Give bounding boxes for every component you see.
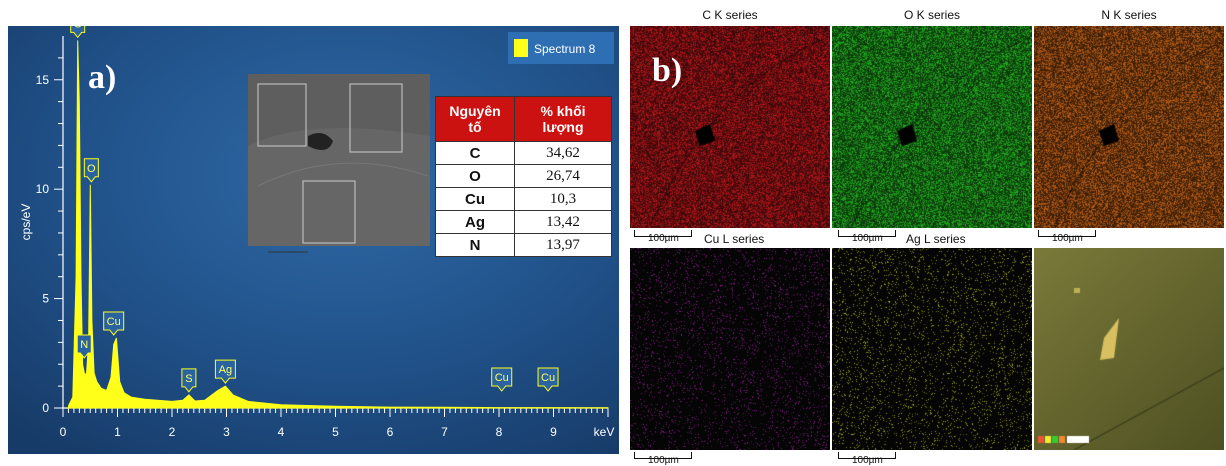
peak-label-cu: Cu xyxy=(491,367,513,392)
peak-label-n: N xyxy=(76,334,92,359)
x-tick-label: 7 xyxy=(441,425,448,439)
row-element: C xyxy=(435,141,515,165)
map-canvas xyxy=(1034,26,1224,228)
x-tick-label: 6 xyxy=(387,425,394,439)
x-tick-label: 0 xyxy=(60,425,67,439)
x-tick-label: 4 xyxy=(278,425,285,439)
map-ag xyxy=(832,248,1032,450)
map-c xyxy=(630,26,830,228)
map-o xyxy=(832,26,1032,228)
map-title-ag: Ag L series xyxy=(906,232,966,246)
map-canvas xyxy=(832,248,1032,450)
x-tick-label: 2 xyxy=(169,425,176,439)
y-tick-label: 0 xyxy=(42,401,49,415)
header-mass-percent: % khối lượng xyxy=(514,96,612,142)
row-element: O xyxy=(435,164,515,188)
svg-text:C: C xyxy=(74,26,82,30)
panel-a-label: a) xyxy=(88,59,116,96)
legend-swatch xyxy=(514,39,528,57)
peak-label-s: S xyxy=(181,368,197,393)
y-tick-label: 5 xyxy=(42,292,49,306)
row-value: 34,62 xyxy=(514,141,612,165)
map-canvas xyxy=(630,248,830,450)
table-row: O 26,74 xyxy=(435,164,612,188)
map-title-cu: Cu L series xyxy=(704,232,765,246)
table-row: N 13,97 xyxy=(435,233,612,257)
svg-text:O: O xyxy=(87,163,96,175)
peak-label-cu: Cu xyxy=(537,367,559,392)
x-axis-label: keV xyxy=(594,425,615,439)
map-layered-electron xyxy=(1034,248,1224,450)
peak-label-o: O xyxy=(83,158,99,183)
svg-text:Cu: Cu xyxy=(541,372,555,384)
map-title-o: O K series xyxy=(903,8,960,22)
y-axis-label: cps/eV xyxy=(19,204,33,241)
sem-inset-image xyxy=(248,74,430,253)
row-element: Cu xyxy=(435,187,515,211)
peak-label-ag: Ag xyxy=(214,359,236,384)
legend-entry: Spectrum 8 xyxy=(534,42,596,56)
map-canvas xyxy=(630,26,830,228)
y-tick-label: 10 xyxy=(36,182,50,196)
table-row: Cu 10,3 xyxy=(435,187,612,211)
map-title-n: N K series xyxy=(1101,8,1157,22)
map-canvas xyxy=(832,26,1032,228)
legend: Spectrum 8 xyxy=(508,32,614,64)
header-element: Nguyên tố xyxy=(435,96,515,142)
row-value: 26,74 xyxy=(514,164,612,188)
x-tick-label: 3 xyxy=(223,425,230,439)
panel-b-label: b) xyxy=(652,52,683,89)
panel-b: C K series O K series N K series 100µm C… xyxy=(624,0,1226,466)
map-canvas xyxy=(1034,248,1224,450)
svg-text:Ag: Ag xyxy=(219,364,232,376)
y-tick-label: 15 xyxy=(36,73,50,87)
table-row: C 34,62 xyxy=(435,141,612,165)
svg-text:N: N xyxy=(80,339,88,351)
x-tick-label: 1 xyxy=(114,425,121,439)
row-value: 10,3 xyxy=(514,187,612,211)
map-n xyxy=(1034,26,1224,228)
peak-label-cu: Cu xyxy=(103,311,125,336)
row-value: 13,42 xyxy=(514,210,612,234)
row-element: Ag xyxy=(435,210,515,234)
x-tick-label: 9 xyxy=(550,425,557,439)
svg-text:Cu: Cu xyxy=(107,316,121,328)
row-value: 13,97 xyxy=(514,233,612,257)
x-tick-label: 8 xyxy=(496,425,503,439)
x-tick-label: 5 xyxy=(332,425,339,439)
composition-table: Nguyên tố % khối lượng C 34,62 O 26,74 Cu 1… xyxy=(435,96,612,257)
map-cu xyxy=(630,248,830,450)
table-header-row: Nguyên tố % khối lượng xyxy=(435,96,612,142)
svg-text:S: S xyxy=(185,373,192,385)
map-title-c: C K series xyxy=(702,8,758,22)
table-row: Ag 13,42 xyxy=(435,210,612,234)
row-element: N xyxy=(435,233,515,257)
svg-text:Cu: Cu xyxy=(495,372,509,384)
